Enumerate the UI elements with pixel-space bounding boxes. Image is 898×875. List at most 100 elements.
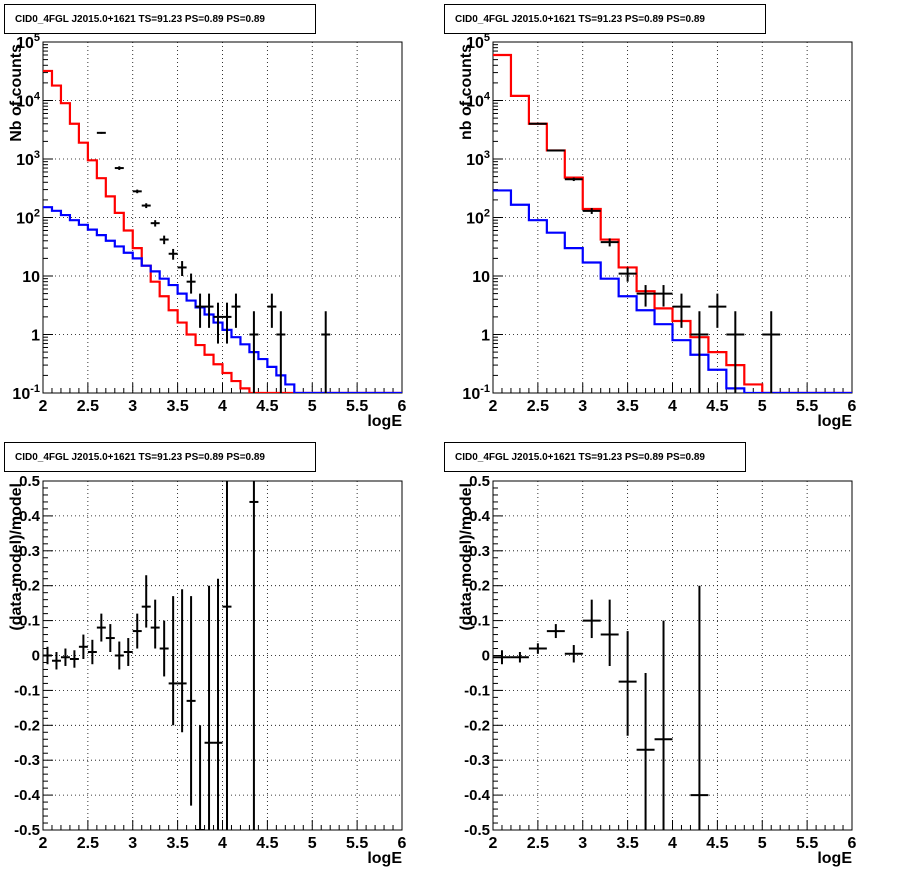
y-axis-label: nb of counts [458,44,475,140]
data-point [168,248,178,260]
plot-area [43,69,402,393]
data-point [708,293,727,328]
data-point [762,311,781,393]
x-tick-label: 2 [39,835,48,852]
data-point [51,652,61,670]
y-tick-label: 0 [32,648,40,665]
x-tick-label: 3 [128,835,137,852]
data-point [249,311,259,393]
x-tick-label: 5 [758,835,767,852]
y-tick-label: 10-1 [462,383,490,403]
y-tick-label: -0.4 [14,787,41,804]
y-tick-label: 105 [16,32,40,52]
data-point [204,293,214,328]
data-point [177,261,187,276]
y-tick-label: -0.5 [14,822,40,839]
y-tick-label: 0.3 [469,543,490,560]
data-point [672,293,691,328]
chart-panel: 2 2.5 3 3.5 4 4.5 5 5.5 6 -0.5 -0.4 -0.3 -0.2 -0.1 0 0.… [458,473,857,867]
data-point [510,652,529,663]
y-tick-label: 0.4 [19,508,41,525]
data-point [636,672,655,830]
y-tick-label: -0.4 [464,787,491,804]
data-point [618,631,637,736]
x-tick-label: 4 [218,835,227,852]
x-tick-label: 3.5 [167,835,189,852]
x-tick-label: 2.5 [527,835,549,852]
data-point [159,235,169,245]
x-tick-label: 4 [668,835,677,852]
chart-panel: 2 2.5 3 3.5 4 4.5 5 5.5 6 -0.5 -0.4 -0.3 -0.2 -0.1 0 0.… [8,473,407,867]
data-point [195,293,205,328]
data-point [213,578,223,830]
data-point [546,624,565,639]
y-tick-label: 0.1 [19,613,40,630]
x-tick-label: 3.5 [617,398,639,415]
data-point [564,177,583,182]
data-point [204,585,214,830]
y-tick-label: 103 [16,149,40,169]
y-tick-label: 104 [16,91,41,111]
data-point [546,149,565,152]
y-tick-label: 102 [466,208,490,228]
y-tick-label: -0.3 [14,752,40,769]
x-tick-label: 4 [218,398,227,415]
x-tick-label: 6 [398,398,407,415]
y-tick-label: 0.3 [19,543,40,560]
x-tick-label: 3.5 [167,398,189,415]
x-tick-label: 6 [848,835,857,852]
data-point [132,189,142,194]
x-tick-label: 3.5 [617,835,639,852]
chart-panel: 2 2.5 3 3.5 4 4.5 5 5.5 6 10-1 1 10 102 103 104 105 logE… [458,32,857,430]
x-tick-label: 2.5 [77,835,99,852]
data-point [249,481,259,830]
data-point [690,311,709,393]
x-tick-label: 2 [39,398,48,415]
x-tick-label: 5 [758,398,767,415]
x-tick-label: 5.5 [346,835,368,852]
panel-title: CID0_4FGL J2015.0+1621 TS=91.23 PS=0.89 … [4,442,316,472]
data-point [213,302,223,344]
data-point [600,238,619,247]
x-tick-label: 4.5 [706,398,728,415]
data-point [150,220,160,227]
x-tick-label: 5.5 [796,835,818,852]
y-tick-label: -0.1 [464,682,490,699]
data-point [231,293,241,328]
x-tick-label: 2.5 [77,398,99,415]
y-tick-label: 0.5 [19,473,40,490]
data-point [96,131,106,134]
x-axis-label: logE [367,850,402,867]
data-point [564,645,583,663]
y-tick-label: -0.1 [14,682,40,699]
data-point [726,311,745,393]
data-point [276,311,286,393]
data-point [69,650,79,668]
data-point [60,648,70,666]
data-point [528,122,547,125]
y-tick-label: 10 [472,269,490,286]
y-tick-label: 0 [482,648,490,665]
panel-title: CID0_4FGL J2015.0+1621 TS=91.23 PS=0.89 … [444,442,746,472]
data-point [528,643,547,654]
y-tick-label: 1 [31,328,40,345]
y-tick-label: 102 [16,208,40,228]
x-tick-label: 3 [578,835,587,852]
data-point [222,481,232,830]
x-axis-label: logE [817,413,852,430]
y-tick-label: 1 [481,328,490,345]
data-point [141,203,151,209]
y-tick-label: -0.3 [464,752,490,769]
x-axis-label: logE [367,413,402,430]
y-tick-label: 0.2 [469,578,490,595]
data-point [582,208,601,214]
data-point [493,650,511,665]
data-point [43,646,52,665]
y-tick-label: 0.5 [469,473,490,490]
x-tick-label: 4.5 [256,398,278,415]
y-tick-label: 104 [466,91,491,111]
y-axis-label: (data-model)/model [8,483,25,631]
y-tick-label: -0.5 [464,822,490,839]
background-model-histogram [493,189,852,393]
x-tick-label: 5.5 [346,398,368,415]
